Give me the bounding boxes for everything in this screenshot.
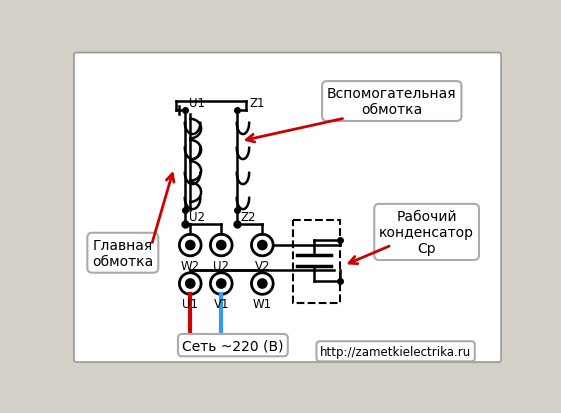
Text: U1: U1 [188, 97, 205, 109]
FancyBboxPatch shape [74, 53, 501, 362]
Bar [293, 220, 340, 303]
Text: Z1: Z1 [249, 97, 265, 109]
Circle shape [186, 241, 195, 250]
Text: Рабочий
конденсатор
Ср: Рабочий конденсатор Ср [379, 209, 474, 256]
Text: V2: V2 [255, 259, 270, 272]
Text: Z2: Z2 [241, 210, 256, 223]
Text: Сеть ~220 (В): Сеть ~220 (В) [182, 338, 284, 352]
Circle shape [257, 241, 267, 250]
Text: U2: U2 [188, 210, 205, 223]
Text: http://zametkielectrika.ru: http://zametkielectrika.ru [320, 345, 471, 358]
Text: W2: W2 [181, 259, 200, 272]
Text: Главная
обмотка: Главная обмотка [92, 238, 154, 268]
Circle shape [257, 279, 267, 288]
Circle shape [217, 279, 226, 288]
Text: V1: V1 [214, 298, 229, 311]
Text: Вспомогательная
обмотка: Вспомогательная обмотка [327, 87, 457, 117]
Circle shape [186, 279, 195, 288]
Text: U1: U1 [182, 298, 198, 311]
Text: W1: W1 [253, 298, 272, 311]
Text: U2: U2 [213, 259, 229, 272]
Circle shape [217, 241, 226, 250]
